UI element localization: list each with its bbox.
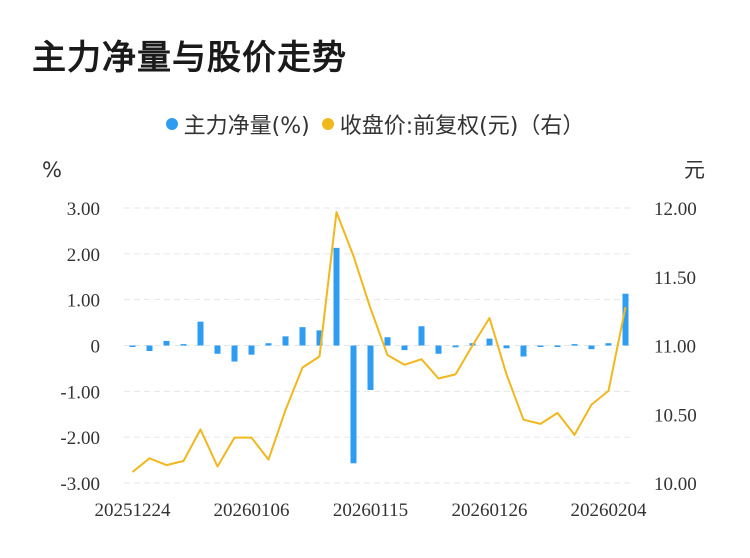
left-tick-label: -1.00 [60,382,100,403]
legend-label-close-price: 收盘价:前复权(元)（右） [339,114,585,139]
bar [486,338,493,346]
bar [231,345,238,362]
bar [554,345,561,347]
legend-dot-net-volume [165,118,178,130]
bar [282,336,289,346]
bar [418,326,425,346]
left-axis-unit: % [42,158,62,182]
bar [435,345,442,354]
grid-lines [124,207,634,484]
x-tick-label: 20251224 [95,500,172,521]
left-tick-label: -2.00 [60,428,100,449]
x-tick-label: 20260126 [452,500,528,521]
left-axis-ticks: 3.00 2.00 1.00 0 -1.00 -2.00 -3.00 [60,199,100,495]
bar [520,345,527,357]
bar [265,343,272,346]
bar [537,345,544,347]
right-axis-ticks: 12.00 11.50 11.00 10.50 10.00 [654,199,697,495]
bar [384,337,391,346]
chart-title: 主力净量与股价走势 [32,38,347,78]
legend-item-close-price[interactable]: 收盘价:前复权(元)（右） [321,108,585,140]
bar [129,345,136,347]
bar [503,345,510,349]
left-tick-label: 3.00 [67,199,100,220]
bar [197,321,204,346]
right-tick-label: 12.00 [654,199,697,220]
x-tick-label: 20260204 [571,500,648,521]
bar [248,345,255,355]
left-tick-label: 2.00 [67,245,100,266]
bar [622,293,629,346]
x-axis-ticks: 20251224 20260106 20260115 20260126 20260204 [95,500,648,521]
bar [588,345,595,350]
bar [163,340,170,346]
bar [214,345,221,354]
bar [146,345,153,351]
bar [350,345,357,464]
price-line [131,211,627,473]
right-tick-label: 11.50 [654,268,696,289]
bar [452,345,459,348]
right-tick-label: 10.50 [654,405,697,426]
bar [180,344,187,346]
legend-item-net-volume[interactable]: 主力净量(%) [165,108,310,140]
bar [401,345,408,351]
bar-series [129,247,629,464]
bar [299,327,306,346]
bar [367,345,374,390]
bar [605,343,612,346]
bar [333,247,340,346]
x-tick-label: 20260106 [214,500,290,521]
x-tick-label: 20260115 [333,500,408,521]
left-tick-label: -3.00 [60,474,100,495]
chart-legend: 主力净量(%) 收盘价:前复权(元)（右） [0,109,750,139]
bar [571,344,578,346]
legend-label-net-volume: 主力净量(%) [183,114,310,139]
right-tick-label: 10.00 [654,474,697,495]
bar [316,330,323,346]
left-tick-label: 0 [91,337,101,358]
right-axis-unit: 元 [684,158,705,182]
line-series [131,211,627,473]
left-tick-label: 1.00 [67,291,100,312]
right-tick-label: 11.00 [654,337,696,358]
legend-dot-close-price [321,118,334,130]
